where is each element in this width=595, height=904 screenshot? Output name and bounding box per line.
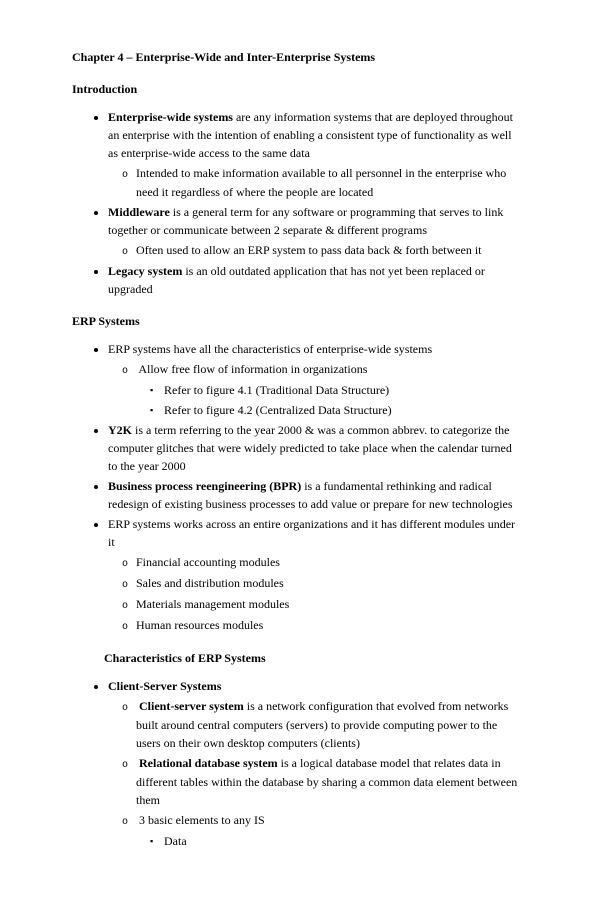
- list-item: ERP systems have all the characteristics…: [108, 340, 523, 419]
- list-item: Data: [164, 832, 523, 850]
- sub-sub-list: Refer to figure 4.1 (Traditional Data St…: [136, 381, 523, 419]
- list-item: Human resources modules: [136, 616, 523, 635]
- definition: is a term referring to the year 2000 & w…: [108, 423, 512, 473]
- erp-list: ERP systems have all the characteristics…: [72, 340, 523, 635]
- list-item: Client-server system is a network config…: [136, 697, 523, 752]
- section-heading-introduction: Introduction: [72, 80, 523, 98]
- list-item: Materials management modules: [136, 595, 523, 614]
- chapter-title: Chapter 4 – Enterprise-Wide and Inter-En…: [72, 48, 523, 66]
- list-item: Intended to make information available t…: [136, 164, 523, 201]
- intro-list: Enterprise-wide systems are any informat…: [72, 108, 523, 298]
- sub-list: Allow free flow of information in organi…: [108, 360, 523, 419]
- list-item: Y2K is a term referring to the year 2000…: [108, 421, 523, 475]
- sub-list: Client-server system is a network config…: [108, 697, 523, 850]
- term: Enterprise-wide systems: [108, 110, 233, 124]
- document-page: Chapter 4 – Enterprise-Wide and Inter-En…: [0, 0, 595, 904]
- list-item: Often used to allow an ERP system to pas…: [136, 241, 523, 260]
- list-item: 3 basic elements to any IS Data: [136, 811, 523, 850]
- item-text: ERP systems works across an entire organ…: [108, 517, 515, 549]
- characteristics-list: Client-Server Systems Client-server syst…: [72, 677, 523, 850]
- list-item: ERP systems works across an entire organ…: [108, 515, 523, 635]
- list-item: Legacy system is an old outdated applica…: [108, 262, 523, 298]
- list-item: Business process reengineering (BPR) is …: [108, 477, 523, 513]
- list-item: Relational database system is a logical …: [136, 754, 523, 809]
- section-heading-erp: ERP Systems: [72, 312, 523, 330]
- term: Client-server system: [139, 699, 244, 713]
- term: Relational database system: [139, 756, 278, 770]
- sub-sub-list: Data: [136, 832, 523, 850]
- term: Middleware: [108, 205, 170, 219]
- list-item: Refer to figure 4.1 (Traditional Data St…: [164, 381, 523, 399]
- list-item: Client-Server Systems Client-server syst…: [108, 677, 523, 850]
- term: Business process reengineering (BPR): [108, 479, 301, 493]
- sub-heading-characteristics: Characteristics of ERP Systems: [104, 649, 523, 667]
- list-item: Middleware is a general term for any sof…: [108, 203, 523, 260]
- term: Legacy system: [108, 264, 182, 278]
- list-item: Sales and distribution modules: [136, 574, 523, 593]
- term: Y2K: [108, 423, 132, 437]
- list-item: Refer to figure 4.2 (Centralized Data St…: [164, 401, 523, 419]
- item-text: Allow free flow of information in organi…: [138, 362, 367, 376]
- list-item: Allow free flow of information in organi…: [136, 360, 523, 419]
- list-item: Financial accounting modules: [136, 553, 523, 572]
- item-text: 3 basic elements to any IS: [139, 813, 265, 827]
- list-item: Enterprise-wide systems are any informat…: [108, 108, 523, 201]
- sub-list: Financial accounting modules Sales and d…: [108, 553, 523, 635]
- sub-list: Often used to allow an ERP system to pas…: [108, 241, 523, 260]
- term: Client-Server Systems: [108, 679, 221, 693]
- sub-list: Intended to make information available t…: [108, 164, 523, 201]
- item-text: ERP systems have all the characteristics…: [108, 342, 432, 356]
